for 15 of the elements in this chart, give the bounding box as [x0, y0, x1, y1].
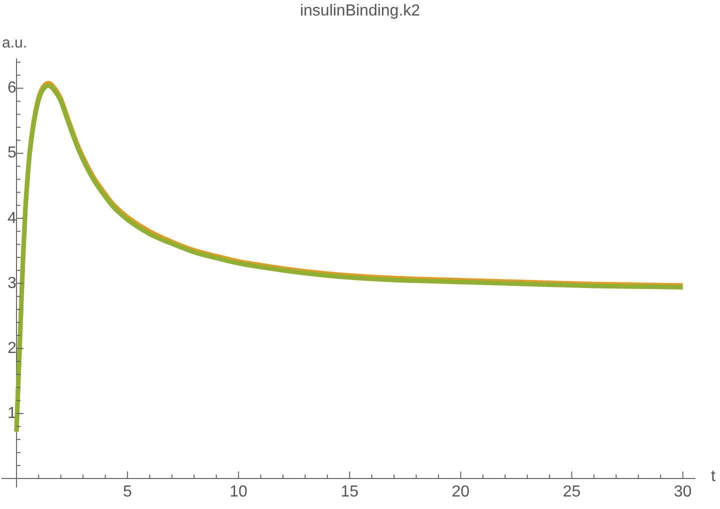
y-axis-title: a.u.: [2, 34, 28, 52]
x-tick-label: 20: [452, 484, 470, 501]
x-tick-label: 15: [340, 484, 359, 501]
y-tick-label: 5: [8, 144, 17, 162]
x-tick-label: 30: [674, 484, 692, 501]
y-tick-label: 6: [8, 80, 17, 97]
y-tick-label: 3: [8, 274, 17, 292]
chart-title: insulinBinding.k2: [300, 2, 420, 20]
x-tick-label: 25: [562, 484, 581, 501]
x-tick-label: 10: [230, 484, 248, 501]
y-tick-label: 1: [8, 404, 17, 422]
y-tick-label: 2: [8, 340, 17, 357]
x-axis-title: t: [711, 468, 716, 485]
y-tick-label: 4: [8, 210, 17, 227]
x-tick-label: 5: [123, 484, 132, 501]
